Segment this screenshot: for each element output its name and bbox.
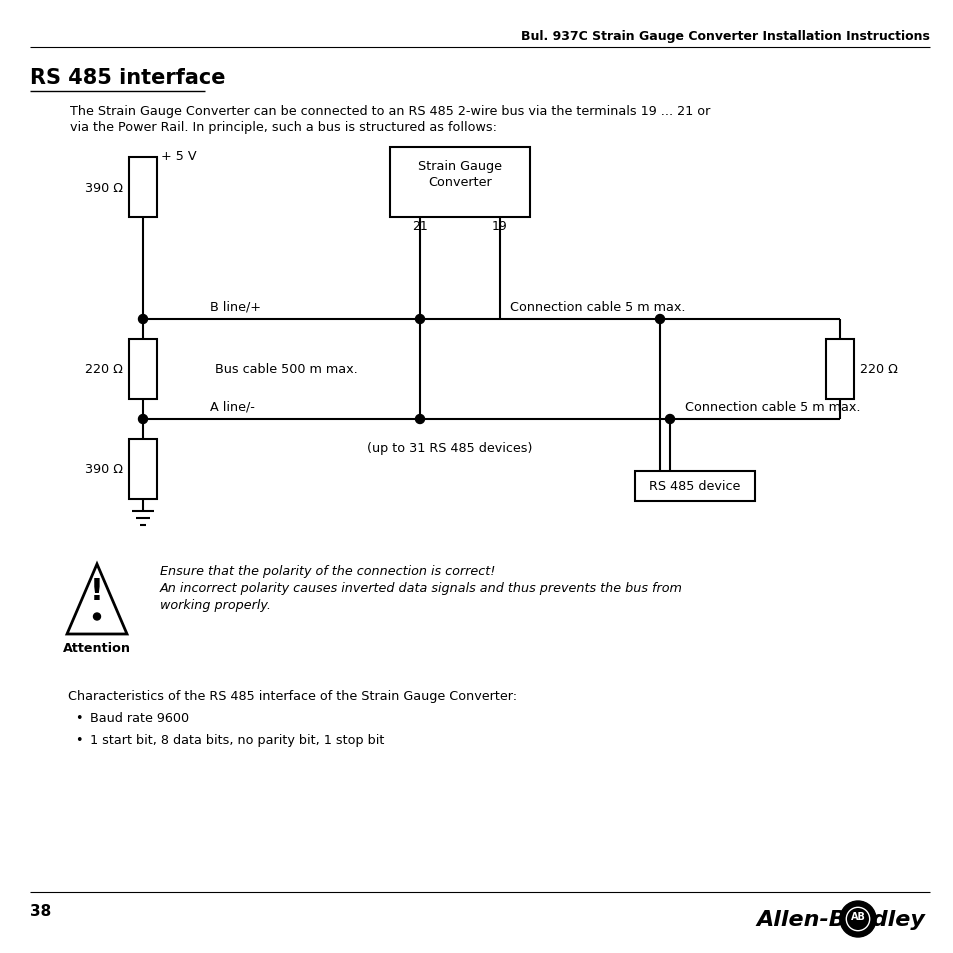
- Text: 21: 21: [412, 220, 428, 233]
- Text: + 5 V: + 5 V: [161, 150, 196, 163]
- Text: Bul. 937C Strain Gauge Converter Installation Instructions: Bul. 937C Strain Gauge Converter Install…: [520, 30, 929, 43]
- Bar: [635, 472, 754, 501]
- Polygon shape: [67, 564, 127, 635]
- Text: 1 start bit, 8 data bits, no parity bit, 1 stop bit: 1 start bit, 8 data bits, no parity bit,…: [90, 733, 384, 746]
- Circle shape: [138, 315, 148, 324]
- Text: AB: AB: [850, 911, 864, 921]
- Text: 19: 19: [492, 220, 507, 233]
- Text: Strain Gauge: Strain Gauge: [417, 160, 501, 172]
- Circle shape: [138, 416, 148, 424]
- Text: RS 485 interface: RS 485 interface: [30, 68, 225, 88]
- Bar: [825, 339, 853, 399]
- Circle shape: [665, 416, 674, 424]
- Text: An incorrect polarity causes inverted data signals and thus prevents the bus fro: An incorrect polarity causes inverted da…: [160, 581, 682, 595]
- Text: 220 Ω: 220 Ω: [85, 363, 123, 376]
- Text: B line/+: B line/+: [210, 301, 261, 314]
- Text: working properly.: working properly.: [160, 598, 271, 612]
- Circle shape: [840, 901, 875, 937]
- Text: 390 Ω: 390 Ω: [85, 463, 123, 476]
- Bar: [129, 158, 157, 218]
- Circle shape: [416, 315, 424, 324]
- Text: Allen-Bradley: Allen-Bradley: [756, 909, 924, 929]
- Circle shape: [655, 315, 664, 324]
- Text: Bus cable 500 m max.: Bus cable 500 m max.: [214, 363, 357, 376]
- Text: •: •: [75, 711, 82, 724]
- Text: The Strain Gauge Converter can be connected to an RS 485 2-wire bus via the term: The Strain Gauge Converter can be connec…: [70, 105, 710, 118]
- Text: RS 485 device: RS 485 device: [649, 480, 740, 493]
- Bar: [129, 439, 157, 499]
- Bar: [390, 148, 530, 218]
- Bar: [129, 339, 157, 399]
- Text: Ensure that the polarity of the connection is correct!: Ensure that the polarity of the connecti…: [160, 564, 495, 578]
- Text: (up to 31 RS 485 devices): (up to 31 RS 485 devices): [367, 441, 532, 455]
- Circle shape: [93, 614, 100, 620]
- Text: 38: 38: [30, 903, 51, 918]
- Circle shape: [845, 907, 869, 931]
- Text: Attention: Attention: [63, 641, 131, 655]
- Text: 390 Ω: 390 Ω: [85, 181, 123, 194]
- Text: •: •: [75, 733, 82, 746]
- Text: A line/-: A line/-: [210, 400, 254, 414]
- Text: Converter: Converter: [428, 175, 492, 189]
- Text: !: !: [90, 577, 104, 605]
- Text: via the Power Rail. In principle, such a bus is structured as follows:: via the Power Rail. In principle, such a…: [70, 121, 497, 133]
- Circle shape: [416, 416, 424, 424]
- Text: Connection cable 5 m max.: Connection cable 5 m max.: [684, 400, 860, 414]
- Text: 220 Ω: 220 Ω: [859, 363, 897, 376]
- Text: Characteristics of the RS 485 interface of the Strain Gauge Converter:: Characteristics of the RS 485 interface …: [68, 689, 517, 702]
- Text: Baud rate 9600: Baud rate 9600: [90, 711, 189, 724]
- Text: Connection cable 5 m max.: Connection cable 5 m max.: [510, 301, 685, 314]
